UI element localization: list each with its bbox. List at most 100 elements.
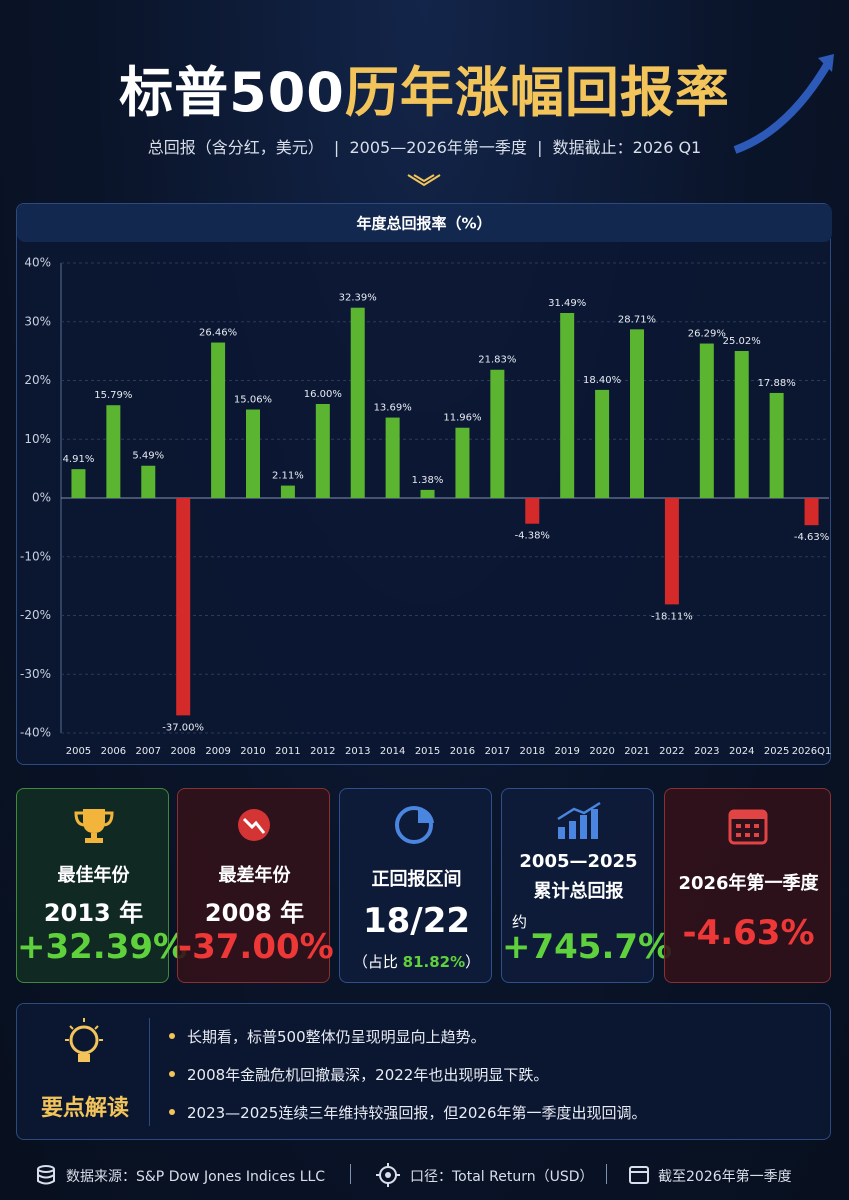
- value-label: 16.00%: [304, 389, 342, 400]
- card-best: 最佳年份 2013 年 +32.39%: [16, 788, 188, 983]
- x-tick-label: 2025: [764, 746, 789, 757]
- value-label: 26.29%: [688, 329, 726, 340]
- x-tick-label: 2017: [485, 746, 510, 757]
- value-label: -18.11%: [651, 611, 693, 622]
- x-tick-label: 2024: [729, 746, 754, 757]
- card-value: +32.39%: [17, 927, 188, 967]
- x-tick-label: 2023: [694, 746, 719, 757]
- x-tick-label: 2011: [275, 746, 300, 757]
- value-label: 11.96%: [443, 413, 481, 424]
- value-label: 17.88%: [758, 378, 796, 389]
- subtitle: 总回报（含分红，美元） | 2005—2026年第一季度 | 数据截止：2026…: [147, 138, 702, 157]
- separator: [350, 1164, 351, 1184]
- card-label: 累计总回报: [533, 881, 624, 902]
- bar: [664, 498, 679, 605]
- value-label: -4.63%: [794, 532, 829, 543]
- footer: 数据来源：S&P Dow Jones Indices LLC 口径：Total …: [16, 1156, 831, 1194]
- x-tick-label: 2010: [240, 746, 265, 757]
- bar: [630, 329, 644, 498]
- x-tick-label: 2009: [205, 746, 230, 757]
- bar: [455, 427, 470, 498]
- bar: [350, 307, 365, 498]
- value-label: 15.06%: [234, 395, 272, 406]
- bar: [525, 498, 540, 524]
- card-positive: 正回报区间 18/22 （占比 81.82%）: [339, 788, 492, 983]
- down-icon: [238, 809, 270, 841]
- value-label: 25.02%: [723, 336, 761, 347]
- card-value: -37.00%: [178, 927, 334, 967]
- value-label: -37.00%: [162, 722, 204, 733]
- value-label: 13.69%: [374, 403, 412, 414]
- y-tick-label: -20%: [20, 608, 51, 622]
- y-tick-label: -30%: [20, 667, 51, 681]
- card-label: 正回报区间: [371, 869, 462, 890]
- x-tick-label: 2019: [554, 746, 579, 757]
- chart-title-bar: [17, 204, 832, 242]
- x-tick-label: 2026Q1: [792, 746, 832, 757]
- footer-cutoff: 截至2026年第一季度: [658, 1169, 792, 1185]
- value-label: 2.11%: [272, 471, 304, 482]
- y-tick-label: 0%: [32, 491, 51, 505]
- x-tick-label: 2006: [101, 746, 126, 757]
- insight-item: 2008年金融危机回撤最深，2022年也出现明显下跌。: [168, 1066, 549, 1084]
- card-year: 2013 年: [43, 899, 144, 927]
- y-tick-label: 10%: [24, 432, 51, 446]
- insights-panel: 要点解读 长期看，标普500整体仍呈现明显向上趋势。 2008年金融危机回撤最深…: [16, 1003, 831, 1140]
- x-tick-label: 2007: [136, 746, 161, 757]
- card-label: 最佳年份: [57, 865, 130, 886]
- divider: [149, 1018, 150, 1126]
- card-approx: 约: [512, 913, 528, 931]
- bar: [141, 465, 156, 498]
- note-prefix: （占比: [352, 953, 398, 971]
- db-icon: [37, 1165, 55, 1185]
- x-tick-label: 2005: [66, 746, 91, 757]
- bar: [420, 489, 435, 498]
- chart-panel: 年度总回报率（%） -40% -30% -20% -10% 0% 10% 20% 30% 40%…: [16, 203, 832, 765]
- value-label: 1.38%: [412, 475, 444, 486]
- footer-source: 数据来源：S&P Dow Jones Indices LLC: [66, 1169, 326, 1185]
- value-label: 21.83%: [478, 355, 516, 366]
- calendar-icon: [728, 809, 768, 845]
- bar: [595, 389, 610, 498]
- x-tick-label: 2013: [345, 746, 370, 757]
- card-cumulative: 2005—2025 累计总回报 约 +745.7%: [501, 788, 673, 983]
- target-icon: [376, 1163, 400, 1187]
- x-tick-label: 2020: [589, 746, 614, 757]
- title: 标普500历年涨幅回报率: [0, 48, 849, 127]
- separator: [606, 1164, 607, 1184]
- x-tick-label: 2014: [380, 746, 405, 757]
- x-tick-label: 2022: [659, 746, 684, 757]
- growth-icon: [557, 801, 601, 839]
- bar: [71, 469, 86, 498]
- card-value: 18/22: [362, 901, 471, 941]
- value-label: 4.91%: [63, 454, 95, 465]
- x-tick-label: 2015: [415, 746, 440, 757]
- calendar-icon: [629, 1166, 649, 1184]
- x-tick-label: 2008: [170, 746, 195, 757]
- pie-icon: [395, 806, 434, 844]
- y-tick-label: 30%: [24, 314, 51, 328]
- x-tick-label: 2012: [310, 746, 335, 757]
- value-label: 26.46%: [199, 328, 237, 339]
- bar: [385, 417, 400, 498]
- y-tick-label: 20%: [24, 373, 51, 387]
- bar: [211, 342, 226, 498]
- value-label: 5.49%: [132, 451, 164, 462]
- card-value: -4.63%: [682, 913, 815, 953]
- value-label: 18.40%: [583, 375, 621, 386]
- y-tick-label: -40%: [20, 726, 51, 740]
- title-part: 标普500: [119, 61, 345, 124]
- card-q1: 2026年第一季度 -4.63%: [664, 788, 831, 983]
- y-tick-label: -10%: [20, 549, 51, 563]
- card-value: +745.7%: [502, 927, 673, 967]
- insight-item: 长期看，标普500整体仍呈现明显向上趋势。: [169, 1028, 486, 1046]
- chevron: [407, 174, 441, 187]
- card-note: （占比 81.82%）: [340, 951, 493, 972]
- bar: [106, 405, 121, 498]
- chart: 年度总回报率（%） -40% -30% -20% -10% 0% 10% 20% 30% 40%…: [17, 204, 832, 757]
- x-tick-label: 2021: [624, 746, 649, 757]
- card-label: 2005—2025: [519, 851, 638, 872]
- card-label: 最差年份: [218, 865, 291, 886]
